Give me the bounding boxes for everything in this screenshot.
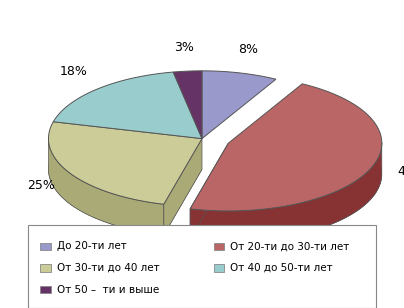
Text: 3%: 3% [175, 41, 194, 54]
Bar [40, 286, 50, 293]
Text: От 30-ти до 40 лет: От 30-ти до 40 лет [57, 263, 159, 273]
Polygon shape [190, 142, 382, 242]
Polygon shape [53, 72, 202, 139]
Polygon shape [48, 122, 202, 204]
Polygon shape [202, 71, 276, 139]
Bar [40, 243, 50, 250]
Bar [40, 264, 50, 272]
Text: От 20-ти до 30-ти лет: От 20-ти до 30-ти лет [230, 241, 349, 251]
Polygon shape [48, 139, 164, 235]
Polygon shape [190, 143, 228, 240]
Polygon shape [190, 115, 382, 242]
Text: 18%: 18% [60, 65, 88, 79]
Bar [214, 243, 224, 250]
Bar [214, 264, 224, 272]
Polygon shape [173, 71, 202, 139]
Text: 25%: 25% [27, 179, 55, 192]
Polygon shape [190, 84, 382, 211]
Text: До 20-ти лет: До 20-ти лет [57, 241, 126, 251]
Polygon shape [48, 152, 202, 235]
Text: От 50 –  ти и выше: От 50 – ти и выше [57, 285, 159, 294]
Polygon shape [164, 139, 202, 235]
FancyBboxPatch shape [28, 225, 376, 308]
Text: От 40 до 50-ти лет: От 40 до 50-ти лет [230, 263, 333, 273]
Text: 46%: 46% [397, 165, 404, 178]
Text: 8%: 8% [239, 43, 259, 56]
